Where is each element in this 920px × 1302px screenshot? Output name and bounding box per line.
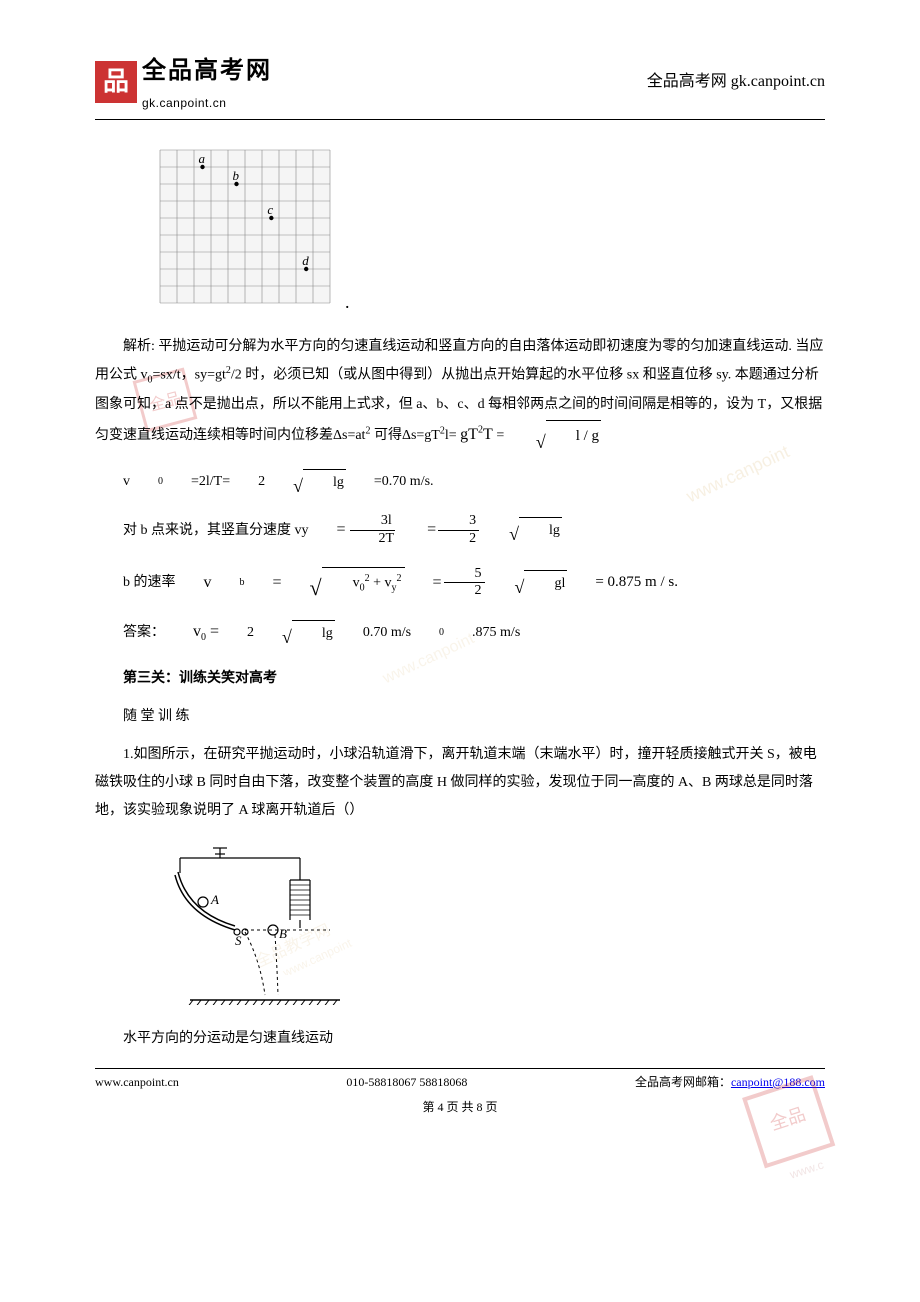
svg-text:c: c xyxy=(267,202,273,217)
section3-title: 第三关：训练关笑对高考 xyxy=(95,665,825,693)
sqrt-lg-2: √lg xyxy=(481,517,562,543)
v0-mid: =2l/T= xyxy=(163,469,230,494)
b-rate-text: b 的速率 xyxy=(95,570,176,595)
svg-text:S: S xyxy=(235,933,242,948)
svg-text:www.c: www.c xyxy=(787,1157,825,1181)
sqrt-v0-vy: √v02 + vy2 xyxy=(282,567,405,599)
header-right-text: 全品高考网 gk.canpoint.cn xyxy=(647,68,825,97)
b-rate-formula-line: b 的速率 vb = √v02 + vy2 = 5 2 √gl = 0.875 … xyxy=(95,566,825,601)
analysis-tail: 可得Δs=gT xyxy=(370,428,439,443)
frac-3l-2T: 3l 2T xyxy=(348,513,398,548)
trajectory-grid-figure: abcd. xyxy=(155,145,825,318)
footer-site: www.canpoint.cn xyxy=(95,1072,179,1094)
footer-email-label: 全品高考网邮箱： xyxy=(635,1075,731,1089)
footer-line1: www.canpoint.cn 010-58818067 58818068 全品… xyxy=(95,1072,825,1094)
b-vy-formula-line: 对 b 点来说，其竖直分速度 vy = 3l 2T = 3 2 √lg xyxy=(95,513,825,548)
logo-text-block: 全品高考网 gk.canpoint.cn xyxy=(142,50,272,115)
sqrt-gl: √gl xyxy=(487,570,568,596)
logo-title: 全品高考网 xyxy=(142,50,272,93)
logo-char: 品 xyxy=(103,59,129,106)
sqrt-lg-3: √lg xyxy=(254,620,335,646)
last-line: 水平方向的分运动是匀速直线运动 xyxy=(95,1025,825,1053)
suitang-label: 随 堂 训 练 xyxy=(95,703,825,731)
b-rate-end: = 0.875 m / s. xyxy=(567,569,678,596)
b-point-text: 对 b 点来说，其竖直分速度 vy xyxy=(95,518,309,543)
answer-end: .875 m/s xyxy=(444,620,520,645)
v0-end: =0.70 m/s. xyxy=(346,469,434,494)
logo-icon: 品 xyxy=(95,61,137,103)
analysis-mid1: =sx/t，sy=gt xyxy=(153,368,226,383)
footer-page: 第 4 页 共 8 页 xyxy=(95,1097,825,1119)
circuit-figure: B S A xyxy=(165,840,825,1014)
sqrt-lg-1: √lg xyxy=(265,469,346,495)
analysis-end: l= xyxy=(445,428,460,443)
gT2T: gT2T xyxy=(460,426,496,443)
logo-area: 品 全品高考网 gk.canpoint.cn xyxy=(95,50,272,115)
v0-formula-line: v0=2l/T= 2√lg =0.70 m/s. xyxy=(95,469,825,495)
svg-text:B: B xyxy=(279,926,287,941)
content-area: 全品 abcd. www.canpoint 解析: 平抛运动可分解为水平方向的匀… xyxy=(95,145,825,1053)
logo-subtitle: gk.canpoint.cn xyxy=(142,93,272,115)
q1-paragraph: 1.如图所示，在研究平抛运动时，小球沿轨道滑下，离开轨道末端（末端水平）时，撞开… xyxy=(95,741,825,825)
page-header: 品 全品高考网 gk.canpoint.cn 全品高考网 gk.canpoint… xyxy=(95,50,825,120)
answer-label: 答案： xyxy=(95,620,165,645)
footer-email-link[interactable]: canpoint@188.com xyxy=(731,1075,825,1089)
svg-text:A: A xyxy=(210,892,219,907)
frac-3-2: 3 2 xyxy=(438,513,479,548)
frac-5-2: 5 2 xyxy=(444,566,485,601)
sqrt-lg-expr: √l / g xyxy=(508,420,601,451)
svg-text:b: b xyxy=(233,168,240,183)
footer-phones: 010-58818067 58818068 xyxy=(346,1072,467,1094)
page-footer: www.canpoint.cn 010-58818067 58818068 全品… xyxy=(95,1068,825,1119)
v0-label: v xyxy=(95,469,130,494)
answer-mid: 0.70 m/s xyxy=(335,620,411,645)
analysis-paragraph: 解析: 平抛运动可分解为水平方向的匀速直线运动和竖直方向的自由落体运动即初速度为… xyxy=(95,333,825,451)
footer-email-block: 全品高考网邮箱：canpoint@188.com xyxy=(635,1072,825,1094)
svg-text:a: a xyxy=(199,151,206,166)
answer-line: 答案： v0 = 2√lg 0.70 m/s0.875 m/s xyxy=(95,618,825,647)
svg-text:d: d xyxy=(302,253,309,268)
